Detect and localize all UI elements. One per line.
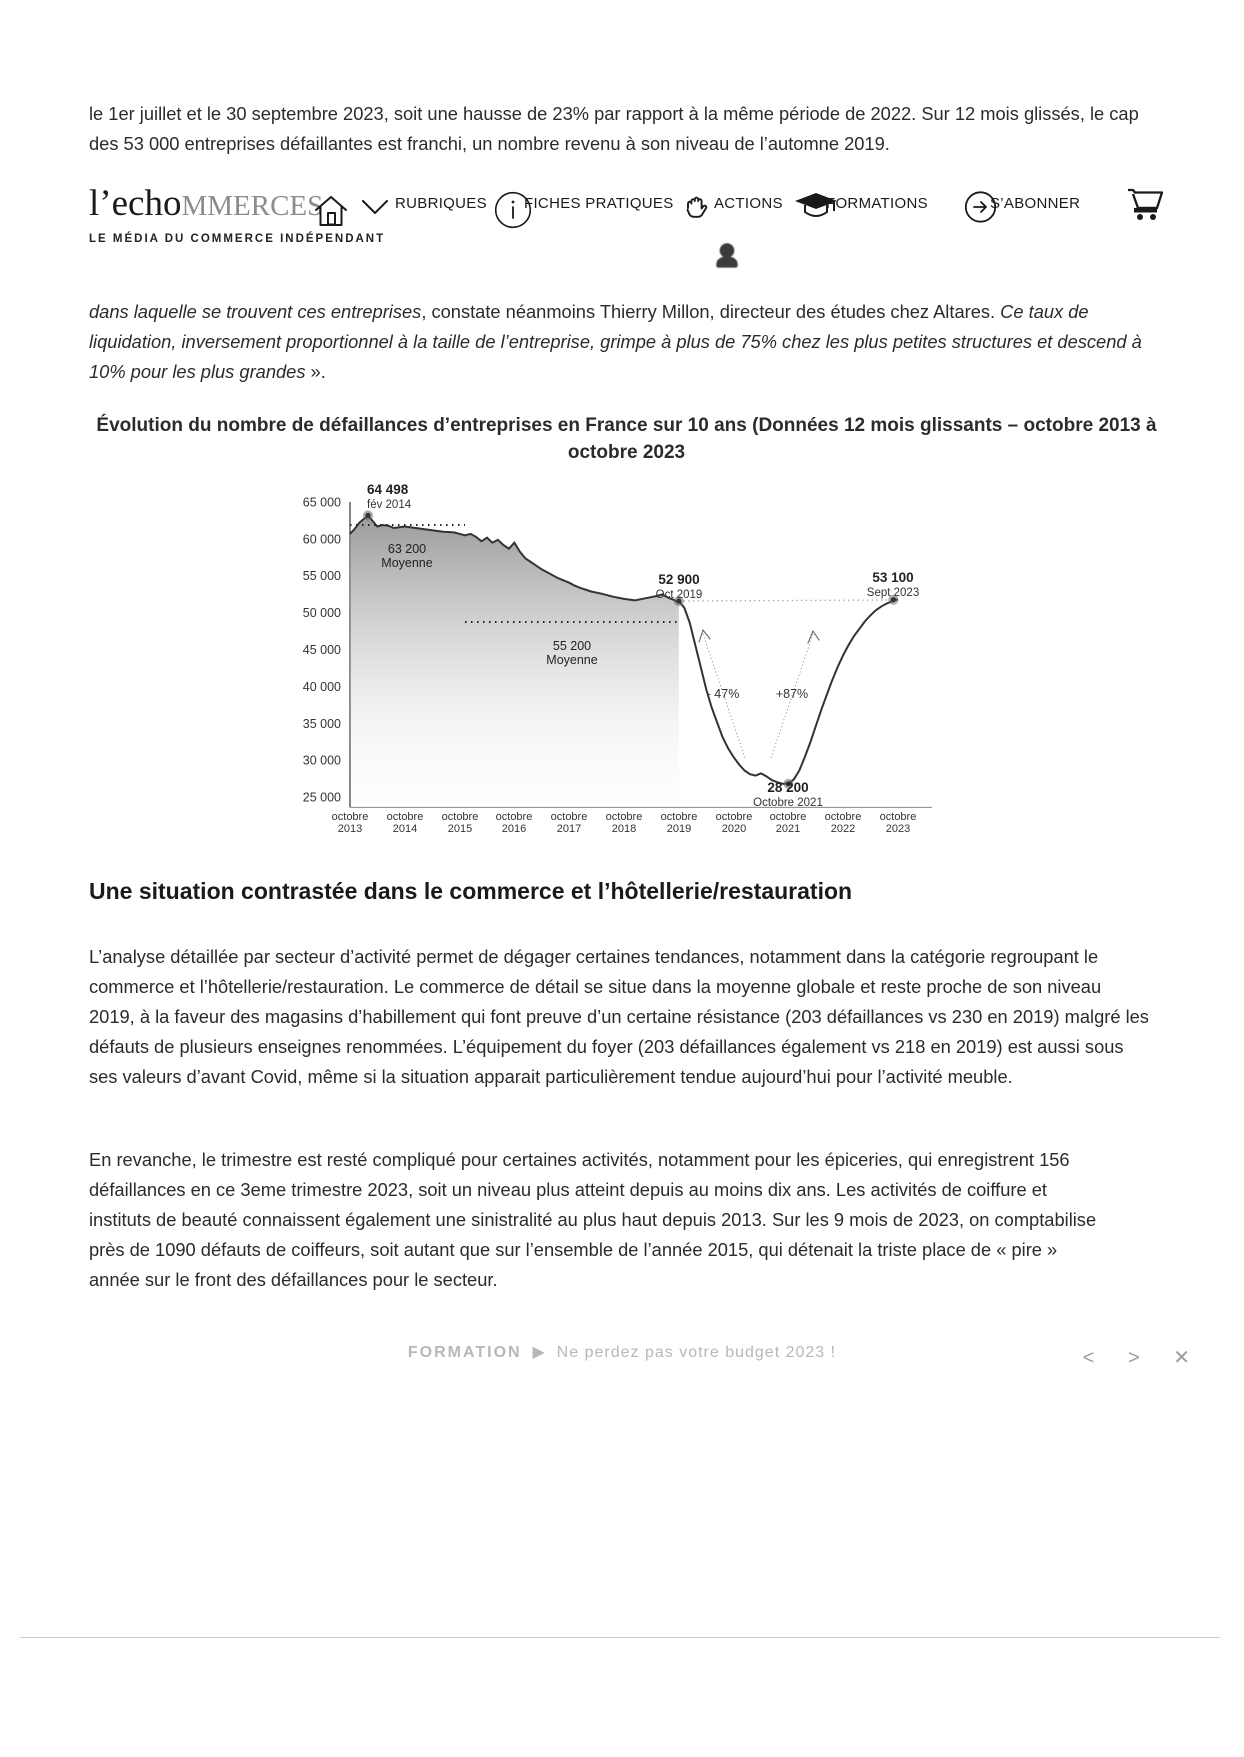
svg-text:40 000: 40 000 [303,680,341,694]
svg-text:50 000: 50 000 [303,606,341,620]
svg-text:30 000: 30 000 [303,754,341,768]
svg-text:25 000: 25 000 [303,791,341,805]
svg-text:fév 2014: fév 2014 [367,499,412,511]
svg-text:octobre: octobre [825,811,862,823]
svg-text:64 498: 64 498 [367,482,409,497]
svg-text:octobre: octobre [661,811,698,823]
svg-text:2022: 2022 [831,823,855,835]
svg-text:2023: 2023 [886,823,910,835]
svg-text:Sept 2023: Sept 2023 [867,587,919,599]
svg-text:octobre: octobre [332,811,369,823]
svg-text:+87%: +87% [776,687,808,701]
svg-text:35 000: 35 000 [303,717,341,731]
svg-text:octobre: octobre [387,811,424,823]
svg-text:octobre: octobre [606,811,643,823]
svg-text:octobre: octobre [551,811,588,823]
svg-text:2016: 2016 [502,823,526,835]
svg-text:28 200: 28 200 [767,780,808,795]
svg-text:2021: 2021 [776,823,800,835]
svg-text:2018: 2018 [612,823,636,835]
svg-text:octobre: octobre [770,811,807,823]
svg-text:octobre: octobre [880,811,917,823]
svg-text:65 000: 65 000 [303,496,341,510]
svg-text:63 200: 63 200 [388,542,426,556]
svg-text:60 000: 60 000 [303,532,341,546]
svg-text:2013: 2013 [338,823,362,835]
svg-text:Moyenne: Moyenne [546,653,597,667]
svg-text:2019: 2019 [667,823,691,835]
svg-text:45 000: 45 000 [303,643,341,657]
svg-text:55 200: 55 200 [553,639,591,653]
svg-text:53 100: 53 100 [872,570,913,585]
svg-text:octobre: octobre [442,811,479,823]
svg-text:2017: 2017 [557,823,581,835]
svg-text:octobre: octobre [716,811,753,823]
svg-text:2020: 2020 [722,823,746,835]
svg-text:2015: 2015 [448,823,472,835]
svg-text:Moyenne: Moyenne [381,556,432,570]
svg-text:- 47%: - 47% [707,687,740,701]
svg-text:octobre: octobre [496,811,533,823]
svg-text:2014: 2014 [393,823,417,835]
svg-text:55 000: 55 000 [303,569,341,583]
svg-text:Oct 2019: Oct 2019 [656,589,703,601]
svg-text:52 900: 52 900 [658,572,699,587]
svg-text:Octobre 2021: Octobre 2021 [753,797,823,809]
